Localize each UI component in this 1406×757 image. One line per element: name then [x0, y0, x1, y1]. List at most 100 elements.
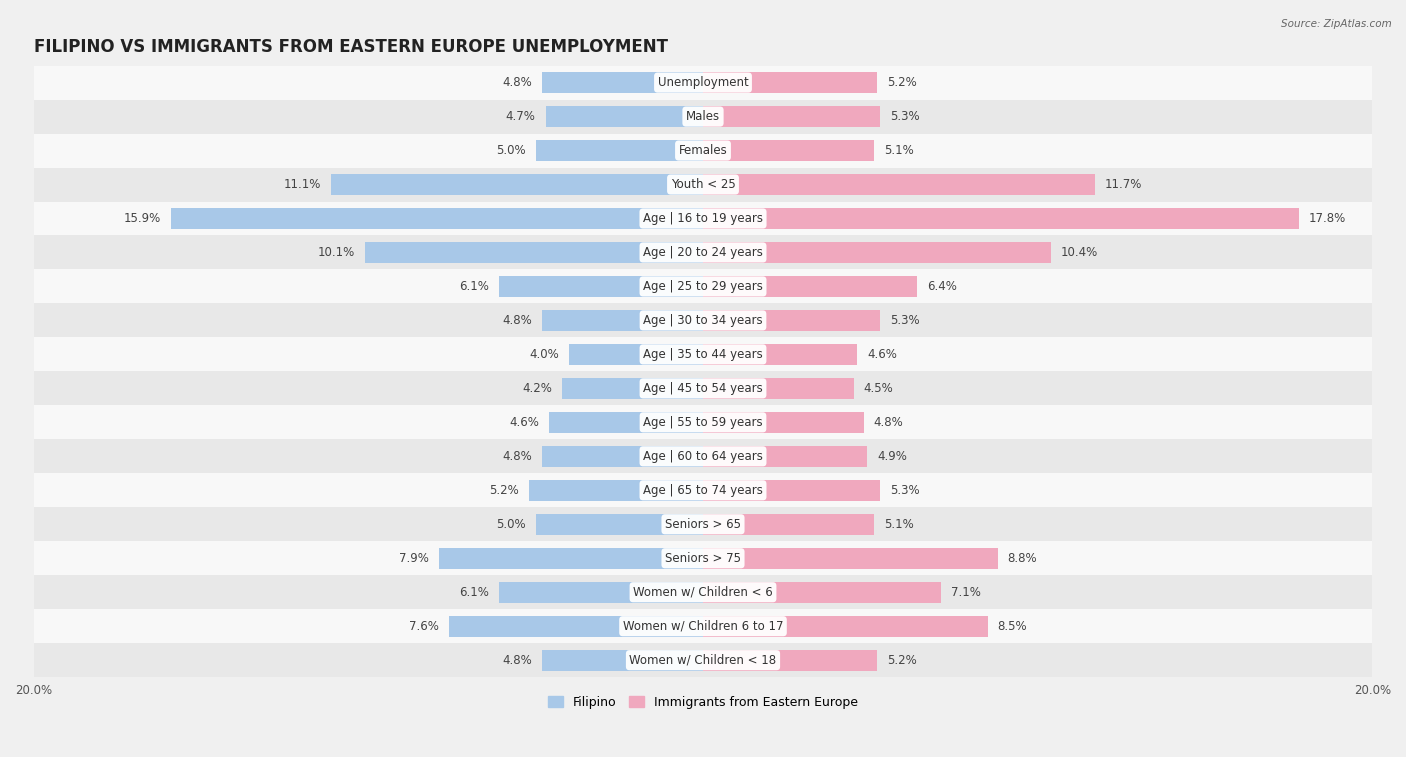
Text: 6.4%: 6.4% [928, 280, 957, 293]
Bar [703, 106, 880, 127]
Bar [34, 507, 1372, 541]
Text: 17.8%: 17.8% [1309, 212, 1346, 225]
Bar [34, 338, 1372, 372]
Text: 5.0%: 5.0% [496, 518, 526, 531]
Bar [536, 140, 703, 161]
Text: 8.8%: 8.8% [1008, 552, 1038, 565]
Bar [34, 167, 1372, 201]
Text: 4.0%: 4.0% [529, 348, 560, 361]
Text: Age | 65 to 74 years: Age | 65 to 74 years [643, 484, 763, 497]
Bar [34, 235, 1372, 269]
Bar [529, 480, 703, 501]
Bar [449, 615, 703, 637]
Text: 4.6%: 4.6% [868, 348, 897, 361]
Text: 5.3%: 5.3% [890, 314, 920, 327]
Bar [34, 473, 1372, 507]
Text: 7.6%: 7.6% [409, 620, 439, 633]
Bar [439, 548, 703, 569]
Text: Age | 30 to 34 years: Age | 30 to 34 years [643, 314, 763, 327]
Text: 5.0%: 5.0% [496, 144, 526, 157]
Text: Age | 20 to 24 years: Age | 20 to 24 years [643, 246, 763, 259]
Bar [569, 344, 703, 365]
Text: 4.8%: 4.8% [502, 76, 533, 89]
Text: Seniors > 75: Seniors > 75 [665, 552, 741, 565]
Bar [34, 269, 1372, 304]
Text: 6.1%: 6.1% [458, 280, 489, 293]
Text: Age | 45 to 54 years: Age | 45 to 54 years [643, 382, 763, 395]
Text: 4.8%: 4.8% [502, 314, 533, 327]
Bar [562, 378, 703, 399]
Bar [366, 242, 703, 263]
Text: 5.1%: 5.1% [884, 518, 914, 531]
Text: Unemployment: Unemployment [658, 76, 748, 89]
Text: 5.2%: 5.2% [887, 76, 917, 89]
Bar [34, 575, 1372, 609]
Bar [703, 276, 917, 297]
Text: 10.4%: 10.4% [1062, 246, 1098, 259]
Bar [34, 133, 1372, 167]
Text: 5.2%: 5.2% [887, 654, 917, 667]
Bar [34, 541, 1372, 575]
Bar [499, 581, 703, 603]
Text: Women w/ Children 6 to 17: Women w/ Children 6 to 17 [623, 620, 783, 633]
Text: 5.3%: 5.3% [890, 484, 920, 497]
Bar [703, 412, 863, 433]
Text: 4.8%: 4.8% [502, 654, 533, 667]
Bar [548, 412, 703, 433]
Bar [546, 106, 703, 127]
Bar [34, 372, 1372, 405]
Bar [543, 446, 703, 467]
Text: Seniors > 65: Seniors > 65 [665, 518, 741, 531]
Text: 5.2%: 5.2% [489, 484, 519, 497]
Text: 5.1%: 5.1% [884, 144, 914, 157]
Bar [703, 242, 1052, 263]
Text: 4.8%: 4.8% [873, 416, 904, 429]
Bar [34, 201, 1372, 235]
Bar [703, 480, 880, 501]
Text: 11.1%: 11.1% [284, 178, 322, 191]
Text: 4.8%: 4.8% [502, 450, 533, 463]
Text: 5.3%: 5.3% [890, 110, 920, 123]
Bar [34, 405, 1372, 439]
Bar [332, 174, 703, 195]
Bar [499, 276, 703, 297]
Bar [703, 514, 873, 534]
Bar [34, 609, 1372, 643]
Bar [703, 140, 873, 161]
Text: 8.5%: 8.5% [997, 620, 1028, 633]
Text: Females: Females [679, 144, 727, 157]
Text: 15.9%: 15.9% [124, 212, 160, 225]
Text: 7.9%: 7.9% [399, 552, 429, 565]
Text: 4.5%: 4.5% [863, 382, 893, 395]
Bar [703, 650, 877, 671]
Text: Age | 16 to 19 years: Age | 16 to 19 years [643, 212, 763, 225]
Bar [543, 650, 703, 671]
Bar [34, 439, 1372, 473]
Text: 4.6%: 4.6% [509, 416, 538, 429]
Bar [703, 446, 868, 467]
Bar [34, 643, 1372, 678]
Text: 4.2%: 4.2% [523, 382, 553, 395]
Bar [703, 344, 858, 365]
Bar [703, 615, 987, 637]
Bar [703, 72, 877, 93]
Text: Women w/ Children < 18: Women w/ Children < 18 [630, 654, 776, 667]
Text: Women w/ Children < 6: Women w/ Children < 6 [633, 586, 773, 599]
Bar [34, 304, 1372, 338]
Text: Males: Males [686, 110, 720, 123]
Bar [536, 514, 703, 534]
Text: Age | 25 to 29 years: Age | 25 to 29 years [643, 280, 763, 293]
Text: 10.1%: 10.1% [318, 246, 354, 259]
Bar [34, 66, 1372, 100]
Bar [703, 310, 880, 331]
Text: Source: ZipAtlas.com: Source: ZipAtlas.com [1281, 19, 1392, 29]
Bar [703, 174, 1095, 195]
Legend: Filipino, Immigrants from Eastern Europe: Filipino, Immigrants from Eastern Europe [543, 690, 863, 714]
Bar [170, 208, 703, 229]
Text: Age | 35 to 44 years: Age | 35 to 44 years [643, 348, 763, 361]
Text: Youth < 25: Youth < 25 [671, 178, 735, 191]
Bar [703, 208, 1299, 229]
Text: 4.9%: 4.9% [877, 450, 907, 463]
Bar [703, 581, 941, 603]
Bar [703, 378, 853, 399]
